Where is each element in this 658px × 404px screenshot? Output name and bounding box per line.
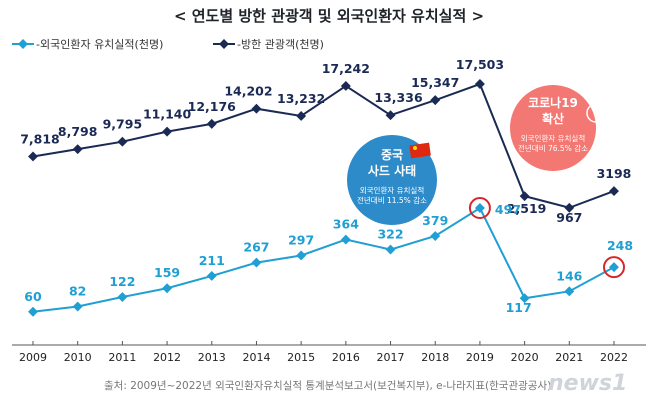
x-tick-label: 2019 <box>466 351 494 364</box>
legend-label-tourists: -방한 관광객(천명) <box>237 37 324 51</box>
data-label: 248 <box>607 238 633 253</box>
annotation-note: 전년대비 76.5% 감소 <box>518 143 588 153</box>
data-point <box>340 234 351 245</box>
data-label: 322 <box>377 227 403 242</box>
data-point <box>117 136 128 147</box>
data-label: 13,232 <box>277 91 325 106</box>
data-point <box>474 79 485 89</box>
annotation-bubble <box>510 85 596 171</box>
data-point <box>385 244 396 255</box>
data-point <box>28 151 38 162</box>
annotation-title: 중국 <box>381 148 403 162</box>
data-label: 267 <box>243 240 269 255</box>
data-point <box>28 306 38 317</box>
highlight-ring <box>468 197 491 219</box>
annotation-title: 코로나19 <box>528 95 578 110</box>
data-label: 2,519 <box>507 201 547 216</box>
x-tick-label: 2022 <box>600 351 628 364</box>
annotation-note: 전년대비 11.5% 감소 <box>357 195 427 205</box>
data-label: 3198 <box>597 166 632 181</box>
virus-icon <box>586 103 610 127</box>
data-point <box>609 262 619 273</box>
data-point <box>430 231 441 241</box>
x-axis: 2009 2010 2011 2012 2013 2014 2015 2016 2017 2018… <box>12 341 646 364</box>
data-label: 8,798 <box>58 124 98 139</box>
data-point <box>519 191 530 202</box>
series-line-0 <box>32 82 615 209</box>
data-label: 14,202 <box>224 84 272 99</box>
data-point <box>385 110 396 121</box>
annotation-title: 사드 사태 <box>368 163 416 178</box>
x-tick-label: 2018 <box>421 351 449 364</box>
data-label: 122 <box>109 274 135 289</box>
data-point <box>72 144 83 155</box>
data-point <box>430 95 441 106</box>
data-point <box>251 103 262 114</box>
data-point <box>519 293 530 304</box>
annotation-title: 확산 <box>542 111 564 126</box>
data-point <box>206 270 217 281</box>
x-tick-label: 2015 <box>287 351 315 364</box>
x-tick-label: 2014 <box>242 351 270 364</box>
x-tick-label: 2010 <box>64 351 92 364</box>
legend-marker-tourists <box>219 39 229 49</box>
data-label: 17,503 <box>456 57 504 72</box>
data-point <box>296 250 307 261</box>
china-flag-icon <box>409 142 431 159</box>
data-point <box>474 203 485 213</box>
data-point <box>251 257 262 268</box>
data-point <box>564 286 575 297</box>
data-label: 12,176 <box>188 99 237 114</box>
data-label: 159 <box>154 265 180 280</box>
data-label: 497 <box>495 202 521 217</box>
data-point <box>206 118 217 129</box>
data-label: 146 <box>556 268 582 283</box>
legend: -외국인환자 유치실적(천명) -방한 관광객(천명) <box>12 37 324 51</box>
data-point <box>162 283 173 294</box>
x-tick-label: 2020 <box>511 351 539 364</box>
data-label: 7,818 <box>20 131 60 146</box>
data-label: 364 <box>333 217 359 232</box>
chart-title: < 연도별 방한 관광객 및 외국인환자 유치실적 > <box>174 7 484 25</box>
data-label: 967 <box>556 210 582 225</box>
source-note: 출처: 2009년~2022년 외국인환자유치실적 통계분석보고서(보건복지부)… <box>104 380 551 392</box>
annotation-note: 외국인환자 유치실적 <box>360 185 424 195</box>
x-tick-label: 2016 <box>332 351 360 364</box>
data-label: 13,336 <box>374 90 423 105</box>
data-label: 15,347 <box>411 75 459 90</box>
highlight-ring <box>603 256 625 279</box>
data-point <box>609 186 619 197</box>
x-tick-label: 2012 <box>153 351 181 364</box>
data-label: 211 <box>199 253 225 268</box>
legend-marker-patients <box>18 39 28 49</box>
data-point <box>72 301 83 312</box>
legend-label-patients: -외국인환자 유치실적(천명) <box>36 37 163 51</box>
x-tick-label: 2017 <box>377 351 405 364</box>
data-label: 82 <box>69 284 86 299</box>
data-point <box>162 126 173 137</box>
data-label: 60 <box>24 289 42 304</box>
series-line-1 <box>32 206 615 313</box>
x-tick-label: 2013 <box>198 351 226 364</box>
data-label: 11,140 <box>143 107 192 122</box>
data-label: 297 <box>288 232 314 247</box>
data-label: 117 <box>506 300 532 315</box>
data-label: 9,795 <box>103 117 143 132</box>
data-point <box>117 292 128 302</box>
x-tick-label: 2009 <box>19 351 47 364</box>
x-tick-label: 2011 <box>108 351 136 364</box>
x-tick-label: 2021 <box>555 351 583 364</box>
data-label: 17,242 <box>322 61 370 76</box>
watermark: news1 <box>548 371 627 396</box>
annotation-note: 외국인환자 유치실적 <box>521 133 585 143</box>
data-point <box>564 202 575 213</box>
data-label: 379 <box>422 213 448 228</box>
